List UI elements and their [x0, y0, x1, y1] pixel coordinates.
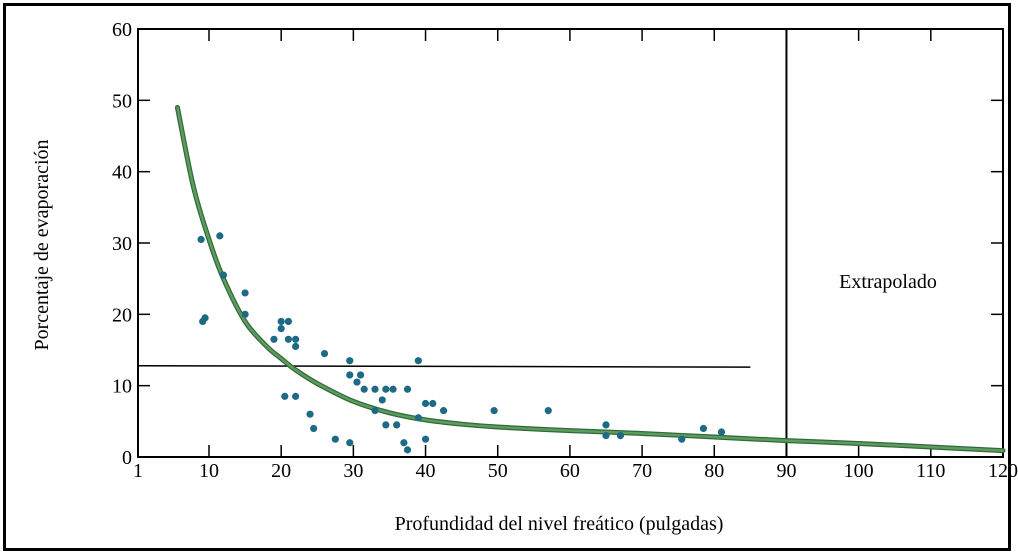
data-point: [346, 371, 354, 379]
data-point: [197, 235, 205, 244]
data-point: [378, 396, 386, 404]
data-point: [320, 349, 329, 358]
data-point: [429, 399, 437, 408]
data-point: [421, 399, 430, 408]
chart-frame: [3, 3, 1011, 551]
reference-line: [137, 364, 751, 368]
data-point: [241, 289, 249, 297]
data-point: [490, 407, 498, 415]
data-point: [602, 432, 610, 440]
data-point: [281, 392, 289, 400]
data-point: [201, 314, 209, 322]
data-point: [389, 385, 397, 393]
data-point: [292, 335, 300, 343]
y-axis-title: Porcentaje de evaporación: [31, 139, 53, 350]
data-point: [439, 407, 448, 415]
x-tick-label: 50: [488, 460, 508, 482]
data-point: [360, 385, 368, 393]
y-tick-label: 50: [112, 90, 132, 112]
data-point: [284, 335, 292, 343]
x-tick-label: 100: [844, 460, 874, 482]
x-tick-label: 40: [416, 460, 436, 482]
data-point: [346, 439, 354, 447]
y-tick-label: 0: [122, 447, 132, 469]
data-point: [403, 385, 412, 393]
data-point: [616, 432, 625, 440]
data-point: [544, 407, 552, 415]
data-point: [602, 421, 610, 429]
data-point: [382, 385, 390, 393]
data-point: [277, 317, 285, 326]
data-point: [699, 424, 708, 433]
y-tick-label: 20: [112, 304, 132, 326]
x-tick-label: 80: [704, 460, 724, 482]
y-tick-label: 10: [112, 376, 132, 398]
data-point: [678, 435, 686, 443]
data-point: [393, 421, 401, 429]
data-point: [241, 310, 249, 318]
extrapolated-annotation: Extrapolado: [839, 271, 937, 293]
fit-curve: [176, 106, 1005, 452]
data-point: [219, 271, 228, 279]
x-tick-label: 10: [199, 460, 219, 482]
data-point: [292, 342, 300, 351]
data-point: [310, 424, 318, 433]
data-point: [371, 407, 379, 415]
y-tick-label: 40: [112, 162, 132, 184]
data-point: [421, 435, 430, 443]
data-point: [270, 335, 278, 343]
data-point: [216, 232, 224, 240]
plot-border: [137, 28, 1004, 458]
data-point: [403, 446, 412, 454]
x-tick-label: 70: [632, 460, 652, 482]
data-point: [277, 325, 285, 333]
x-tick-label: 90: [776, 460, 796, 482]
data-point: [284, 317, 292, 326]
data-point: [400, 439, 408, 447]
data-point: [331, 435, 339, 443]
x-tick-label: 60: [560, 460, 580, 482]
data-point: [353, 378, 361, 386]
data-point: [382, 421, 390, 429]
y-tick-label: 60: [112, 19, 132, 41]
x-axis-title: Profundidad del nivel freático (pulgadas…: [395, 513, 724, 535]
data-point: [717, 428, 726, 436]
data-point: [292, 392, 300, 400]
x-tick-label: 120: [988, 460, 1018, 482]
data-point: [306, 410, 314, 418]
data-point: [346, 357, 354, 365]
y-tick-label: 30: [112, 233, 132, 255]
x-tick-label: 20: [271, 460, 291, 482]
x-tick-label: 1: [133, 460, 143, 482]
data-point: [356, 371, 365, 379]
plot-layer: 1 10 20 30 40 50 60 70 80 90 100 110 120010203040506…: [112, 19, 1018, 482]
data-point: [414, 414, 422, 422]
x-tick-label: 110: [916, 460, 945, 482]
data-point: [371, 385, 379, 393]
x-tick-label: 30: [343, 460, 363, 482]
data-point: [414, 357, 422, 365]
